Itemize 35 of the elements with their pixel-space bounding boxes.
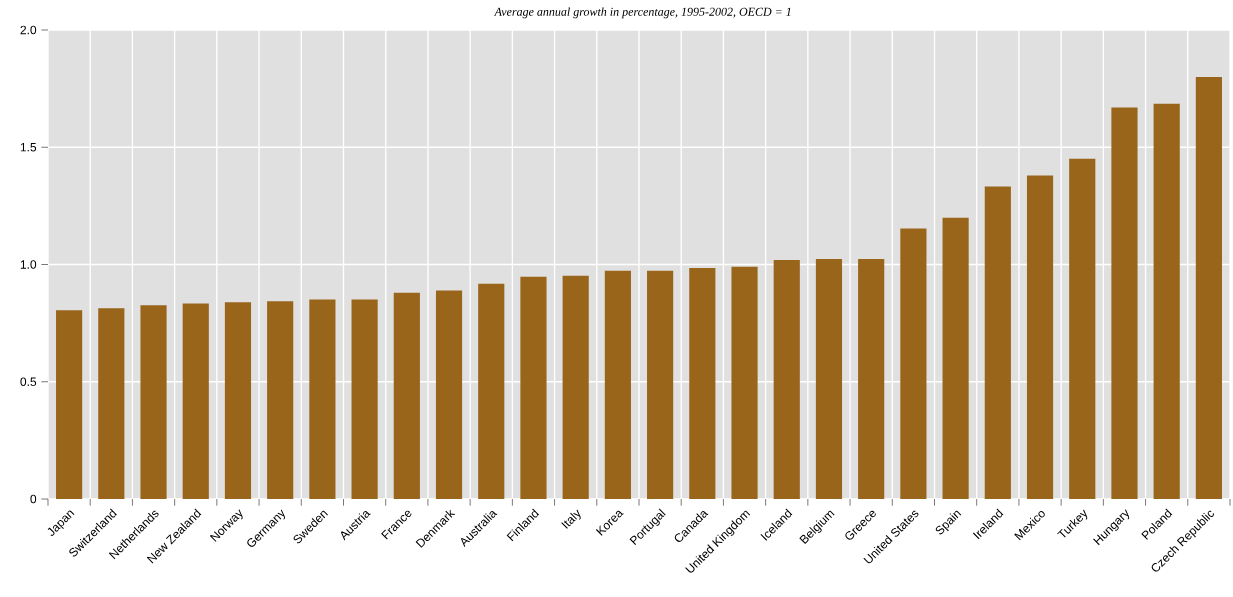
- chart-title: Average annual growth in percentage, 1995-2002, OECD = 1: [493, 7, 791, 19]
- y-tick-label: 0.5: [20, 377, 37, 387]
- bar: [984, 186, 1011, 499]
- y-tick-label: 2.0: [20, 25, 37, 35]
- bar: [562, 275, 589, 499]
- bar: [1153, 103, 1180, 499]
- bar: [1069, 158, 1096, 499]
- bar: [731, 266, 758, 499]
- bar: [56, 310, 83, 499]
- y-tick-label: 0: [30, 494, 37, 504]
- bar: [900, 228, 927, 499]
- bar: [140, 305, 167, 499]
- bar: [858, 259, 885, 499]
- bar: [393, 292, 420, 499]
- bar: [182, 303, 209, 499]
- bar: [435, 290, 463, 499]
- bar: [689, 268, 716, 499]
- bar: [520, 276, 547, 499]
- bar: [1111, 107, 1138, 499]
- bar: [351, 299, 378, 499]
- bar: [604, 270, 631, 499]
- bar: [309, 299, 336, 499]
- bar: [1026, 175, 1054, 499]
- bar: [815, 259, 843, 499]
- bar: [647, 270, 674, 499]
- y-tick-label: 1.5: [20, 143, 37, 152]
- bar: [98, 308, 125, 499]
- bar: [942, 217, 969, 499]
- x-tick-label: Italy: [561, 509, 581, 529]
- bar: [224, 302, 252, 499]
- bar: [267, 301, 294, 499]
- y-tick-label: 1.0: [20, 260, 37, 269]
- bar: [478, 283, 505, 499]
- bar: [1195, 76, 1222, 499]
- bar: [773, 260, 800, 499]
